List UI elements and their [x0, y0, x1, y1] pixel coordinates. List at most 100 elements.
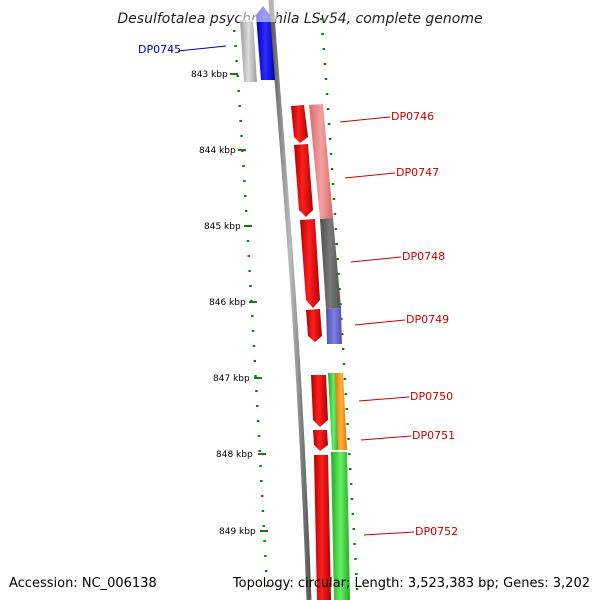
gene-label-dp0751[interactable]: DP0751 — [412, 429, 455, 442]
gene-label-dp0748[interactable]: DP0748 — [402, 250, 445, 263]
outer-tick-dot-15 — [335, 243, 338, 245]
gene-dp0745-features[interactable] — [239, 0, 277, 82]
outer-tick-dot-37 — [355, 573, 358, 575]
inner-tick-dot-26 — [256, 420, 260, 422]
outer-strand-genes[interactable] — [309, 104, 350, 600]
inner-tick-dot-23 — [254, 375, 257, 377]
outer-tick-dot-21 — [341, 333, 344, 335]
leader-dp0745 — [177, 45, 227, 52]
gene-label-dp0747[interactable]: DP0747 — [396, 166, 439, 179]
outer-tick-dot-12 — [332, 198, 336, 200]
genome-backbone — [268, 0, 312, 600]
outer-tick-dot-6 — [326, 108, 330, 110]
inner-tick-dot-31 — [260, 495, 264, 497]
inner-tick-dot-0 — [233, 30, 236, 32]
tick-mark-843 — [230, 73, 238, 75]
tick-mark-848 — [258, 453, 266, 455]
inner-tick-dot-22 — [253, 360, 256, 362]
outer-tick-dot-10 — [330, 168, 334, 170]
outer-tick-dot-34 — [352, 528, 355, 530]
tick-label-846: 846 kbp — [209, 298, 246, 308]
kbp-scale: 843 kbp 844 kbp 845 kbp 846 kbp 847 kbp … — [191, 70, 268, 537]
tick-mark-846 — [249, 301, 257, 303]
outer-tick-dot-7 — [327, 123, 331, 125]
outer-tick-dot-24 — [343, 378, 347, 380]
tick-mark-847 — [254, 377, 262, 379]
inner-tick-dot-35 — [264, 555, 267, 557]
inner-tick-dot-14 — [246, 240, 250, 242]
gene-label-dp0746[interactable]: DP0746 — [391, 110, 434, 123]
outer-tick-dot-0 — [320, 18, 323, 20]
outer-tick-dot-5 — [325, 93, 329, 95]
inner-tick-dot-9 — [242, 165, 245, 167]
gene-label-dp0749[interactable]: DP0749 — [406, 313, 449, 326]
inner-tick-dot-36 — [264, 570, 268, 572]
topology-text: Topology: circular; Length: 3,523,383 bp… — [232, 576, 590, 591]
inner-tick-dot-19 — [251, 315, 254, 317]
tick-label-848: 848 kbp — [216, 450, 253, 460]
inner-tick-dot-20 — [251, 330, 255, 332]
outer-tick-dot-35 — [353, 543, 356, 545]
inner-tick-dot-32 — [261, 510, 265, 512]
map-title: Desulfotalea psychrophila LSv54, complet… — [117, 11, 482, 27]
inner-tick-dot-28 — [258, 450, 261, 452]
outer-tick-dot-31 — [349, 483, 353, 485]
outer-tick-dot-20 — [340, 318, 343, 320]
inner-tick-dot-1 — [234, 45, 237, 47]
tick-mark-844 — [238, 149, 246, 151]
inner-tick-dot-4 — [237, 90, 240, 92]
leader-dp0748 — [350, 256, 402, 263]
inner-tick-dot-34 — [263, 540, 266, 542]
inner-tick-dot-33 — [262, 525, 265, 527]
gene-label-dp0752[interactable]: DP0752 — [415, 525, 458, 538]
inner-tick-dot-25 — [256, 405, 259, 407]
outer-tick-dot-33 — [351, 513, 355, 515]
outer-tick-dot-27 — [346, 423, 349, 425]
tick-label-843: 843 kbp — [191, 70, 228, 80]
tick-label-849: 849 kbp — [219, 527, 256, 537]
tick-label-847: 847 kbp — [213, 374, 250, 384]
tick-label-844: 844 kbp — [199, 146, 236, 156]
inner-tick-dot-24 — [255, 390, 258, 392]
outer-tick-dot-28 — [347, 438, 350, 440]
inner-tick-dot-17 — [249, 285, 252, 287]
inner-tick-dot-7 — [240, 135, 243, 137]
outer-tick-dot-2 — [322, 48, 325, 50]
outer-tick-dot-1 — [321, 33, 324, 35]
inner-tick-dot-2 — [235, 60, 238, 62]
outer-tick-dot-18 — [338, 288, 341, 290]
inner-tick-dot-21 — [252, 345, 256, 347]
inner-tick-dot-5 — [238, 105, 241, 107]
leader-dp0752 — [363, 531, 415, 536]
inner-strand-genes[interactable] — [291, 105, 331, 600]
outer-tick-dot-13 — [333, 213, 337, 215]
gene-label-dp0750[interactable]: DP0750 — [410, 390, 453, 403]
outer-tick-dot-11 — [331, 183, 335, 185]
inner-tick-dot-29 — [259, 465, 262, 467]
outer-tick-dot-36 — [354, 558, 357, 560]
inner-tick-dot-6 — [239, 120, 242, 122]
outer-tick-dot-14 — [334, 228, 338, 230]
leader-dp0751 — [360, 435, 412, 441]
outer-tick-dot-26 — [345, 408, 348, 410]
outer-tick-dot-25 — [344, 393, 348, 395]
outer-tick-dot-23 — [342, 363, 346, 365]
leader-dp0747 — [344, 172, 396, 179]
inner-tick-dot-27 — [257, 435, 261, 437]
inner-tick-track — [233, 30, 269, 587]
outer-tick-dot-16 — [336, 258, 339, 260]
outer-tick-dot-8 — [328, 138, 332, 140]
outer-tick-dot-17 — [337, 273, 340, 275]
gene-label-dp0745[interactable]: DP0745 — [138, 43, 181, 56]
inner-tick-dot-15 — [247, 255, 250, 257]
leader-dp0750 — [358, 396, 410, 402]
inner-tick-dot-3 — [236, 75, 239, 77]
outer-tick-track — [320, 18, 359, 590]
outer-tick-dot-29 — [348, 453, 351, 455]
inner-tick-dot-11 — [244, 195, 247, 197]
inner-tick-dot-30 — [260, 480, 263, 482]
inner-tick-dot-16 — [248, 270, 251, 272]
inner-tick-dot-37 — [265, 585, 269, 587]
outer-tick-dot-3 — [323, 63, 327, 65]
